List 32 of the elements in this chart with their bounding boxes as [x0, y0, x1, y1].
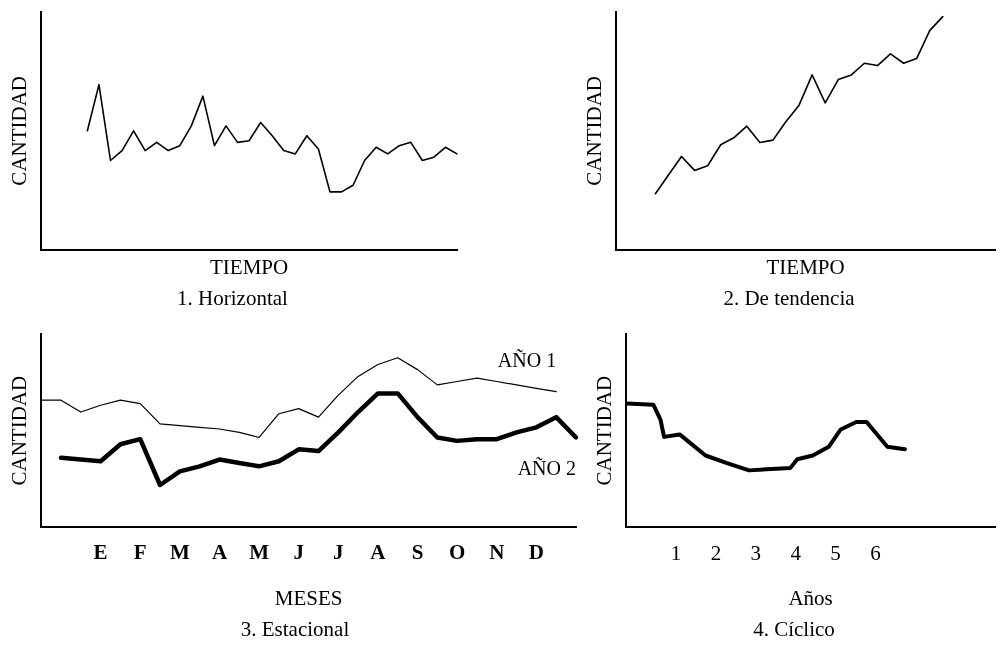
text: 4. Cíclico — [753, 616, 835, 641]
y-axis-title: CANTIDAD — [582, 75, 607, 186]
x-tick-label: S — [411, 540, 424, 565]
x-tick-label: M — [249, 540, 270, 565]
x-tick-label: O — [448, 540, 466, 565]
series-label: AÑO 2 — [517, 455, 576, 479]
x-axis-title: Años — [788, 585, 833, 610]
y-axis-title: CANTIDAD — [592, 375, 617, 486]
y-axis-title: CANTIDAD — [7, 375, 32, 486]
text: 3. Estacional — [240, 616, 350, 641]
x-tick-label: N — [489, 540, 505, 565]
text: 1. Horizontal — [177, 285, 289, 310]
x-axis-title: TIEMPO — [766, 254, 845, 279]
x-axis-title: TIEMPO — [210, 254, 289, 279]
x-tick-label: J — [293, 540, 304, 565]
x-tick-label: A — [211, 540, 228, 565]
x-axis-title: MESES — [274, 585, 343, 610]
text: 2. De tendencia — [723, 285, 856, 310]
x-tick-label: 3 — [750, 540, 762, 565]
x-tick-label: 1 — [670, 540, 682, 565]
x-tick-label: J — [333, 540, 344, 565]
x-tick-label: 6 — [870, 540, 881, 565]
series-label: AÑO 1 — [497, 347, 557, 371]
x-tick-label: F — [133, 540, 147, 565]
x-tick-label: E — [93, 540, 108, 565]
y-axis-title: CANTIDAD — [7, 75, 32, 186]
x-tick-label: M — [169, 540, 190, 565]
x-tick-label: A — [370, 540, 387, 565]
x-tick-label: 2 — [710, 540, 722, 565]
x-tick-label: D — [528, 540, 544, 565]
x-tick-label: 4 — [790, 540, 802, 565]
x-tick-label: 5 — [830, 540, 841, 565]
